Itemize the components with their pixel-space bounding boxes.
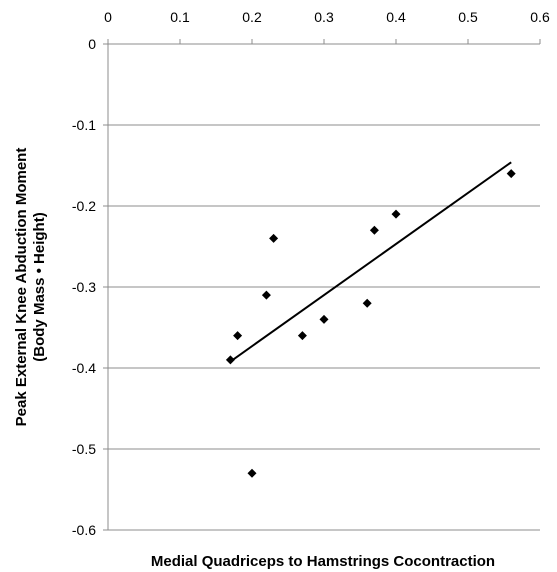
y-axis-title-line-2: (Body Mass • Height) — [31, 212, 48, 361]
data-point-8 — [369, 225, 379, 235]
data-point-2 — [247, 468, 257, 478]
x-tick-label-4: 0.4 — [386, 9, 406, 25]
data-point-9 — [391, 209, 401, 219]
y-tick-label-3: -0.3 — [72, 279, 96, 295]
grid-lines — [108, 124, 540, 531]
data-point-6 — [319, 314, 329, 324]
x-tick-label-0: 0 — [104, 9, 112, 25]
data-point-5 — [297, 331, 307, 341]
trendline-group — [229, 161, 512, 363]
y-axis-title-line-1: Peak External Knee Abduction Moment — [13, 148, 30, 427]
x-tick-label-1: 0.1 — [170, 9, 190, 25]
x-tick-label-3: 0.3 — [314, 9, 334, 25]
y-tick-label-0: 0 — [88, 36, 96, 52]
data-points — [225, 169, 516, 478]
x-tick-label-2: 0.2 — [242, 9, 262, 25]
y-tick-label-1: -0.1 — [72, 117, 96, 133]
y-axis-title: Peak External Knee Abduction Moment (Bod… — [13, 148, 48, 427]
y-tick-label-4: -0.4 — [72, 360, 96, 376]
data-point-10 — [506, 169, 516, 179]
axes — [103, 39, 541, 531]
trendline — [229, 161, 512, 363]
y-tick-label-6: -0.6 — [72, 522, 96, 538]
data-point-1 — [233, 331, 243, 341]
data-point-4 — [269, 233, 279, 243]
x-tick-label-6: 0.6 — [530, 9, 550, 25]
data-point-7 — [362, 298, 372, 308]
y-tick-label-5: -0.5 — [72, 441, 96, 457]
y-tick-label-2: -0.2 — [72, 198, 96, 214]
data-point-0 — [225, 355, 235, 365]
x-axis-title: Medial Quadriceps to Hamstrings Cocontra… — [151, 553, 495, 570]
tick-labels: 0 0.1 0.2 0.3 0.4 0.5 0.6 0 -0.1 -0.2 -0.3 -0.4 -0.5… — [72, 9, 550, 538]
data-point-3 — [261, 290, 271, 300]
x-tick-label-5: 0.5 — [458, 9, 478, 25]
